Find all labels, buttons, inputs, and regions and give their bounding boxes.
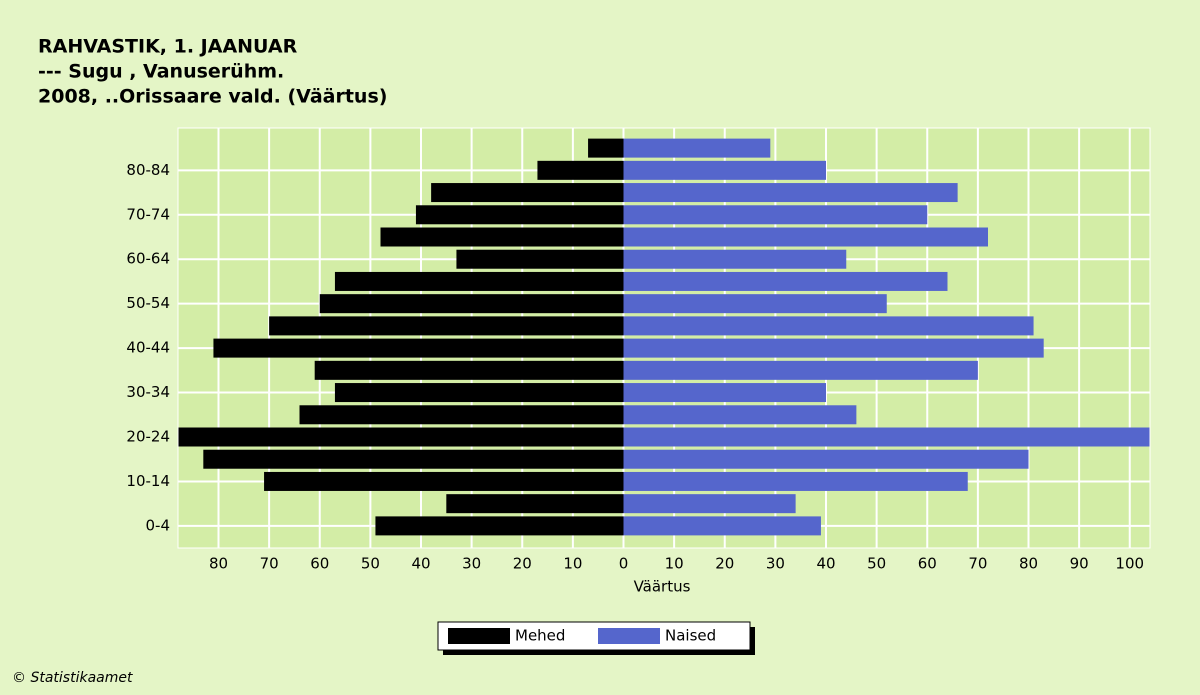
x-tick-label: 10 [665, 555, 684, 573]
x-tick-label: 10 [563, 555, 582, 573]
bar [623, 227, 988, 247]
x-tick-label: 50 [361, 555, 380, 573]
x-tick-label: 50 [867, 555, 886, 573]
x-tick-label: 30 [766, 555, 785, 573]
x-tick-label: 40 [816, 555, 835, 573]
bar [314, 360, 624, 380]
y-tick-label: 70-74 [126, 205, 170, 223]
chart-subtitle: --- Sugu , Vanuserühm. [38, 61, 284, 83]
bar [375, 516, 624, 536]
x-tick-label: 80 [209, 555, 228, 573]
bar [623, 405, 857, 425]
x-tick-label: 70 [260, 555, 279, 573]
x-axis-label: Väärtus [634, 578, 691, 596]
bar [623, 427, 1150, 447]
x-tick-label: 80 [1019, 555, 1038, 573]
legend-swatch [598, 628, 660, 644]
bar [623, 360, 978, 380]
bar [623, 383, 826, 403]
bar [269, 316, 624, 336]
bar [178, 427, 624, 447]
chart-title: RAHVASTIK, 1. JAANUAR [38, 36, 298, 58]
y-tick-label: 20-24 [126, 428, 170, 446]
bar [446, 494, 624, 514]
bar [415, 205, 624, 225]
bar [623, 294, 887, 314]
bar [334, 383, 624, 403]
bar [334, 271, 624, 291]
x-tick-label: 20 [513, 555, 532, 573]
bar [588, 138, 624, 158]
bar [213, 338, 624, 358]
x-tick-label: 100 [1115, 555, 1144, 573]
x-tick-label: 40 [411, 555, 430, 573]
bar [623, 138, 771, 158]
x-tick-label: 20 [715, 555, 734, 573]
bar [456, 249, 624, 269]
y-tick-label: 0-4 [146, 516, 171, 534]
bar [537, 160, 624, 180]
bar [380, 227, 624, 247]
legend-label: Mehed [515, 627, 565, 645]
bar [623, 271, 948, 291]
bar [623, 494, 796, 514]
bar [623, 316, 1034, 336]
y-tick-label: 40-44 [126, 339, 170, 357]
x-tick-label: 30 [462, 555, 481, 573]
bar [623, 249, 847, 269]
x-tick-label: 0 [619, 555, 629, 573]
y-tick-label: 30-34 [126, 383, 170, 401]
bar [623, 449, 1029, 469]
legend-swatch [448, 628, 510, 644]
bar [264, 471, 624, 491]
x-tick-label: 70 [968, 555, 987, 573]
chart-subtitle: 2008, ..Orissaare vald. (Väärtus) [38, 86, 387, 108]
y-tick-label: 10-14 [126, 472, 170, 490]
x-tick-label: 60 [918, 555, 937, 573]
bar [623, 516, 821, 536]
bar [623, 471, 968, 491]
x-tick-label: 60 [310, 555, 329, 573]
plot-border [177, 127, 1151, 549]
bar [623, 183, 958, 203]
source: © Statistikaamet [12, 670, 133, 686]
y-tick-label: 50-54 [126, 294, 170, 312]
x-tick-label: 90 [1070, 555, 1089, 573]
bar [623, 160, 826, 180]
bar [623, 338, 1044, 358]
y-tick-label: 80-84 [126, 161, 170, 179]
legend-label: Naised [665, 627, 716, 645]
bar [623, 205, 928, 225]
bar [203, 449, 624, 469]
bar [431, 183, 624, 203]
bar [319, 294, 624, 314]
y-tick-label: 60-64 [126, 250, 170, 268]
bar [299, 405, 624, 425]
